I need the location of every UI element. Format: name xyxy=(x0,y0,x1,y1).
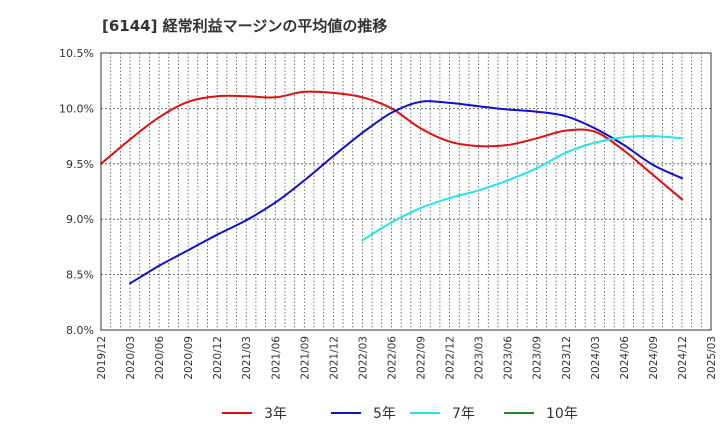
legend: 3年 5年 7年 10年 xyxy=(222,406,578,422)
x-tick-label: 2024/03 xyxy=(590,336,602,380)
x-tick-label: 2020/12 xyxy=(212,336,224,380)
x-tick-label: 2021/03 xyxy=(241,336,253,380)
x-tick-label: 2022/09 xyxy=(416,336,428,380)
legend-label-1: 5年 xyxy=(373,406,396,422)
series-line-2 xyxy=(361,135,683,242)
x-tick-label: 2024/12 xyxy=(677,336,689,380)
x-axis-tick-labels: 2019/12 2020/03 2020/06 2020/09 2020/12 2021/… xyxy=(96,336,718,380)
y-tick-label: 8.0% xyxy=(66,324,94,337)
x-tick-label: 2025/03 xyxy=(706,336,718,380)
y-tick-label: 10.5% xyxy=(59,47,94,60)
y-tick-label: 9.5% xyxy=(66,158,94,171)
x-tick-label: 2020/03 xyxy=(125,336,137,380)
x-tick-label: 2019/12 xyxy=(96,336,108,380)
x-tick-label: 2023/06 xyxy=(503,336,515,380)
x-tick-label: 2022/12 xyxy=(445,336,457,380)
y-tick-label: 8.5% xyxy=(66,269,94,282)
series-line-1 xyxy=(129,100,683,285)
x-tick-label: 2024/06 xyxy=(619,336,631,380)
x-tick-label: 2022/03 xyxy=(357,336,369,380)
x-tick-label: 2021/12 xyxy=(328,336,340,380)
chart-title: [6144] 経常利益マージンの平均値の推移 xyxy=(102,17,387,35)
x-tick-label: 2023/12 xyxy=(561,336,573,380)
series-line-0 xyxy=(100,90,683,201)
gridlines xyxy=(101,53,711,330)
legend-label-2: 7年 xyxy=(452,406,475,422)
legend-label-3: 10年 xyxy=(546,406,578,422)
series-lines xyxy=(100,90,683,285)
x-tick-label: 2020/06 xyxy=(154,336,166,380)
x-tick-label: 2021/09 xyxy=(299,336,311,380)
x-tick-label: 2023/09 xyxy=(532,336,544,380)
y-tick-label: 9.0% xyxy=(66,213,94,226)
plot-area-frame xyxy=(100,52,712,331)
x-tick-label: 2023/03 xyxy=(474,336,486,380)
legend-label-0: 3年 xyxy=(264,406,287,422)
y-axis-tick-labels: 8.0% 8.5% 9.0% 9.5% 10.0% 10.5% xyxy=(59,47,94,337)
x-tick-label: 2024/09 xyxy=(648,336,660,380)
y-tick-label: 10.0% xyxy=(59,102,94,115)
x-tick-label: 2021/06 xyxy=(270,336,282,380)
x-tick-label: 2022/06 xyxy=(386,336,398,380)
x-tick-label: 2020/09 xyxy=(183,336,195,380)
